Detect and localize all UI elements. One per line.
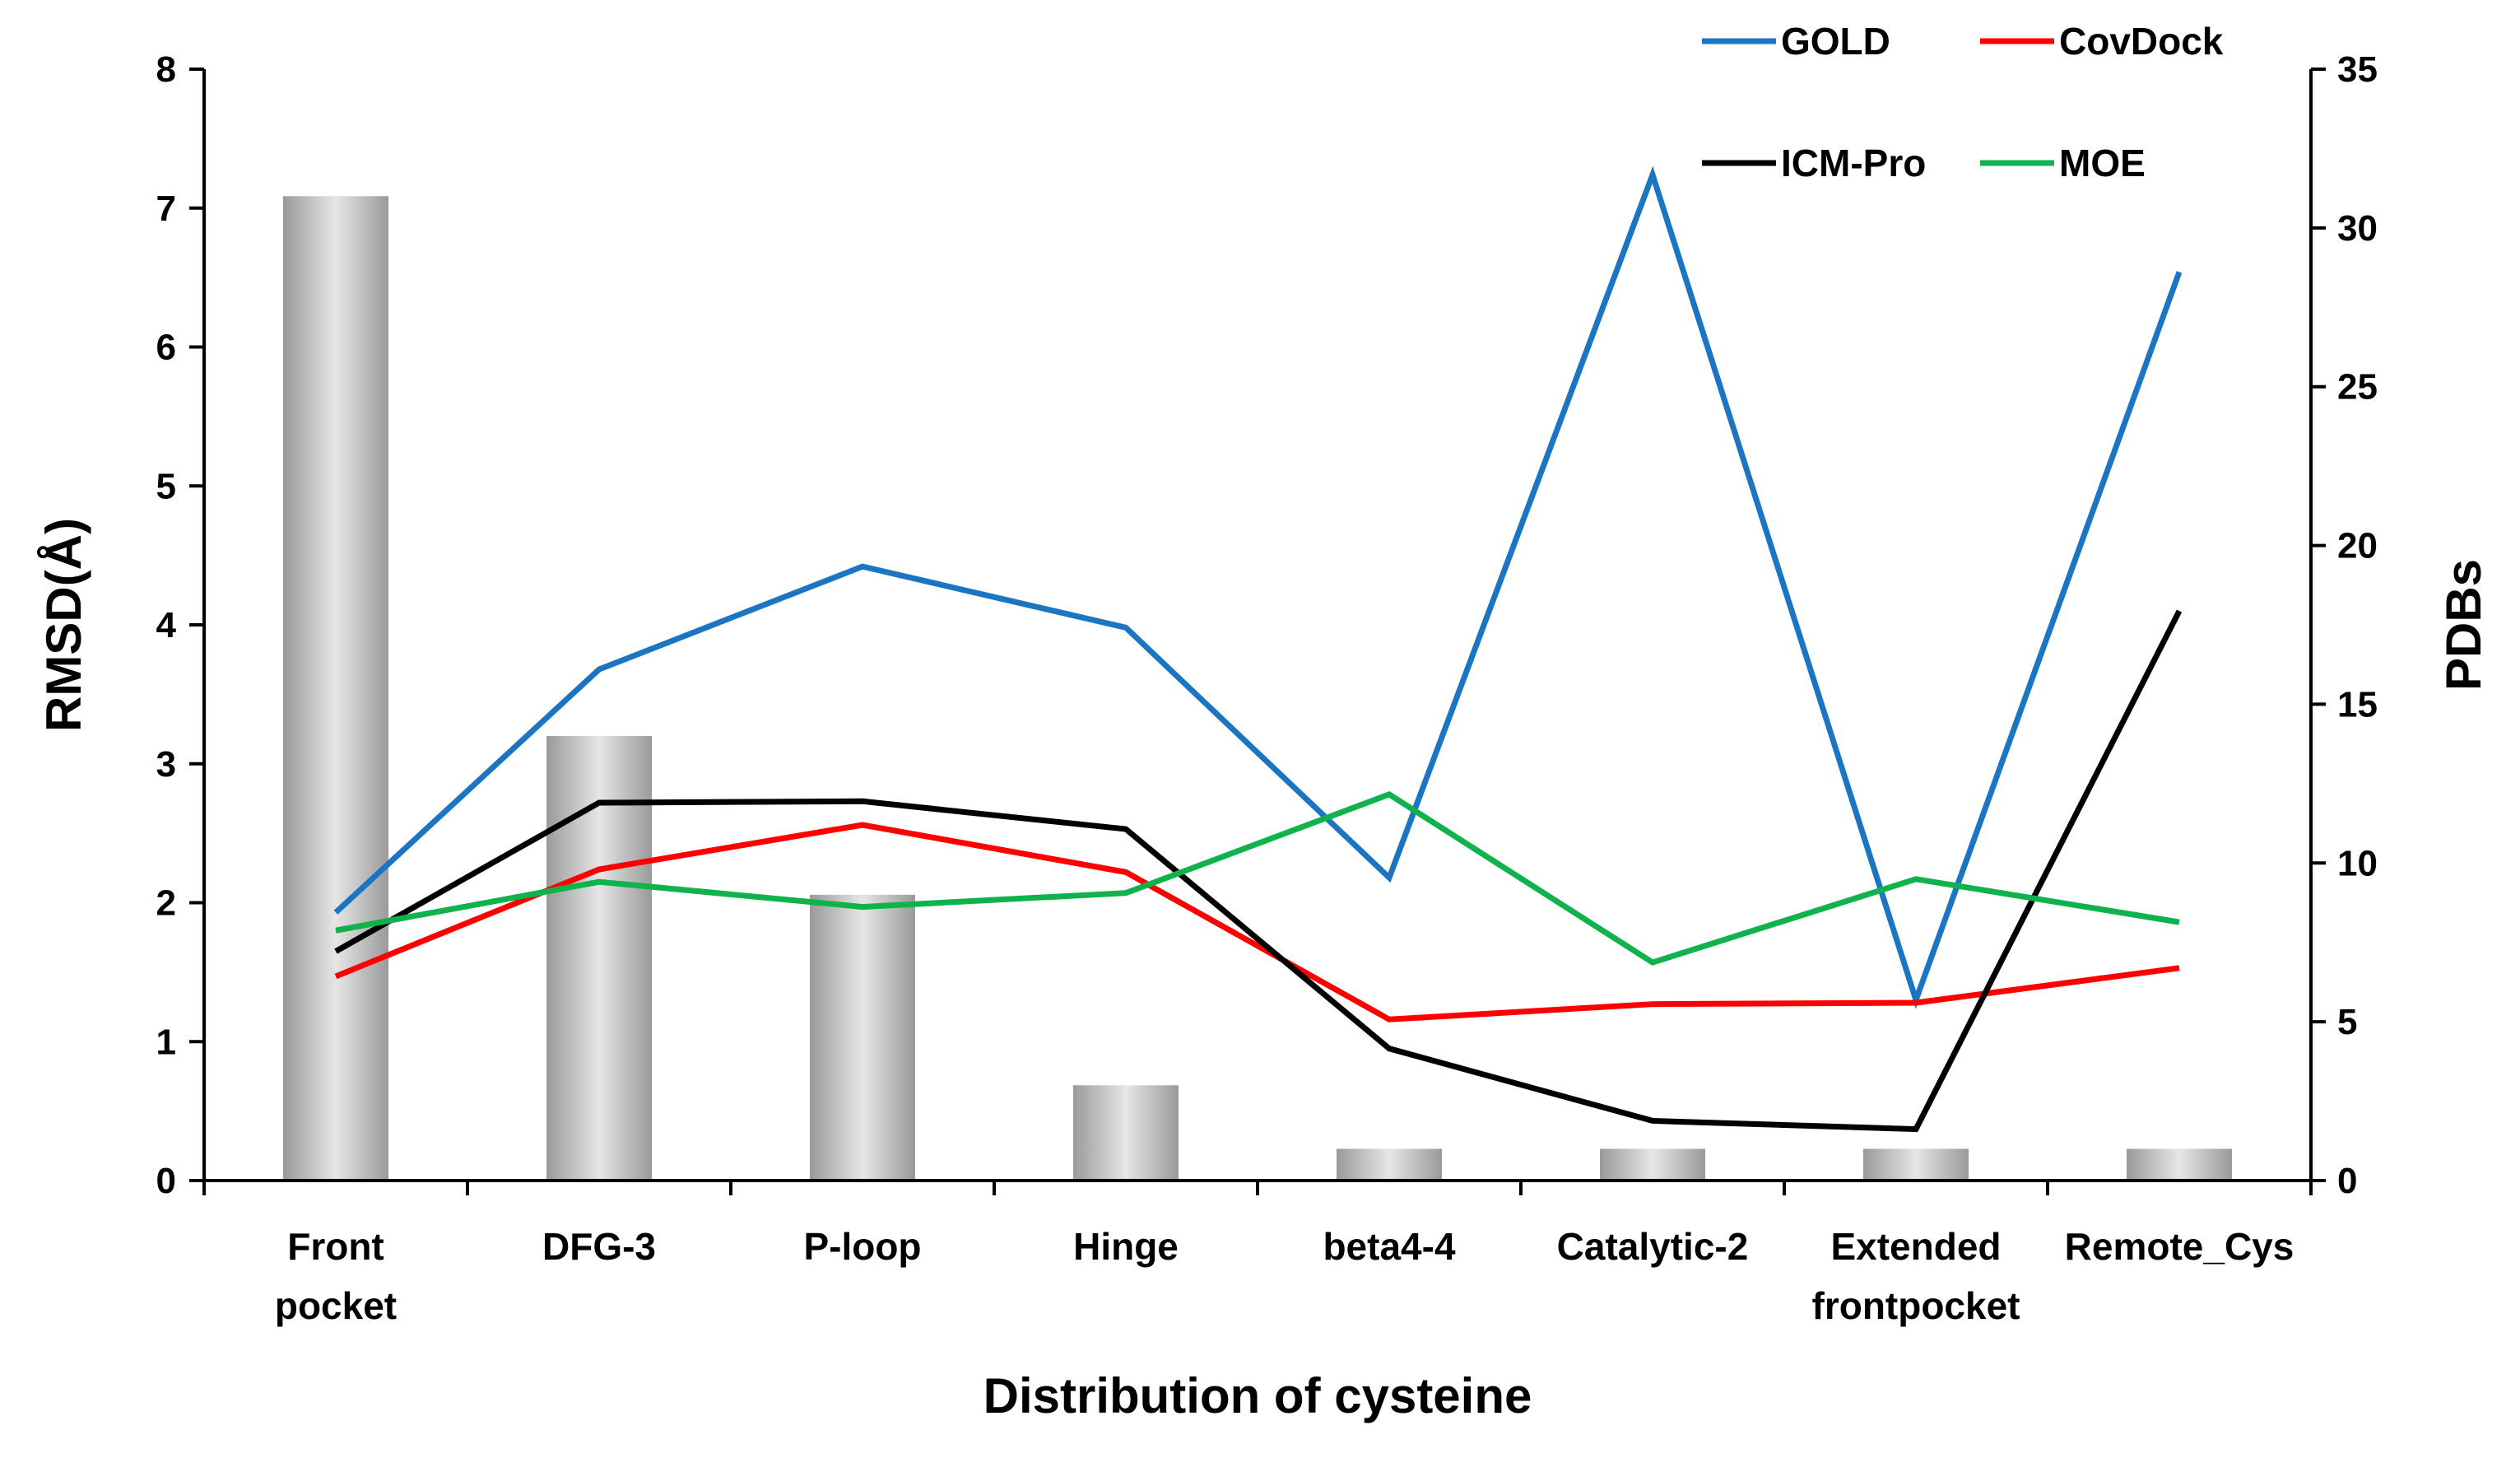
ticks-layer: 0 1 2 3 4 5 6 7 8 0 5 10 15 20 25 30 35 Front pocket DFG-3 P… — [156, 49, 2378, 1327]
category-label-line: Catalytic-2 — [1557, 1225, 1749, 1268]
right-tick-label: 20 — [2337, 526, 2378, 566]
left-tick-label: 2 — [156, 883, 176, 924]
bar-6 — [1863, 1148, 1969, 1181]
category-label-line: Remote_Cys — [2065, 1225, 2295, 1268]
right-tick-label: 15 — [2337, 684, 2378, 724]
legend-label-moe: MOE — [2059, 142, 2146, 184]
category-label: Catalytic-2 — [1557, 1225, 1749, 1268]
bar-0 — [283, 196, 388, 1181]
category-label-line: Hinge — [1073, 1225, 1179, 1268]
category-label: Extended frontpocket — [1812, 1225, 2020, 1327]
category-label-line: Extended — [1830, 1225, 2001, 1268]
left-tick-label: 3 — [156, 744, 176, 785]
right-tick-label: 30 — [2337, 208, 2378, 249]
bar-4 — [1337, 1148, 1442, 1181]
right-tick-label: 35 — [2337, 49, 2378, 90]
category-label: DFG-3 — [542, 1225, 656, 1268]
legend: GOLD CovDock ICM-Pro MOE — [1702, 20, 2224, 184]
legend-label-gold: GOLD — [1781, 20, 1890, 63]
bar-7 — [2127, 1148, 2232, 1181]
left-tick-label: 0 — [156, 1161, 176, 1201]
left-tick-label: 7 — [156, 189, 176, 229]
legend-label-covdock: CovDock — [2059, 20, 2224, 63]
left-tick-label: 4 — [156, 605, 177, 645]
category-label-line: beta4-4 — [1323, 1225, 1455, 1268]
left-tick-label: 1 — [156, 1022, 176, 1062]
category-label: beta4-4 — [1323, 1225, 1455, 1268]
legend-label-icm-pro: ICM-Pro — [1781, 142, 1926, 184]
x-axis-title: Distribution of cysteine — [983, 1368, 1532, 1423]
category-label-line: P-loop — [803, 1225, 921, 1268]
left-tick-label: 6 — [156, 328, 176, 368]
right-tick-label: 0 — [2337, 1161, 2357, 1201]
bars-layer — [283, 196, 2232, 1181]
series-line-moe — [335, 790, 2180, 966]
axes-layer — [202, 69, 2313, 1182]
category-label-line: frontpocket — [1812, 1284, 2020, 1327]
bar-5 — [1600, 1148, 1705, 1181]
bar-3 — [1073, 1085, 1179, 1181]
y-axis-title-right: PDBs — [2436, 559, 2491, 691]
category-label-line: DFG-3 — [542, 1225, 656, 1268]
right-tick-label: 10 — [2337, 843, 2378, 883]
category-label: Remote_Cys — [2065, 1225, 2295, 1268]
left-tick-label: 5 — [156, 466, 176, 506]
category-label: P-loop — [803, 1225, 921, 1268]
category-label: Hinge — [1073, 1225, 1179, 1268]
bar-1 — [546, 736, 652, 1181]
lines-layer — [333, 165, 2183, 1133]
category-label-line: pocket — [275, 1284, 397, 1327]
category-label-line: Front — [287, 1225, 384, 1268]
series-line-icm-pro — [334, 609, 2183, 1133]
series-line-gold — [333, 165, 2183, 1009]
series-line-covdock — [334, 822, 2180, 1022]
right-tick-label: 25 — [2337, 367, 2378, 408]
right-tick-label: 5 — [2337, 1002, 2357, 1042]
bar-2 — [810, 894, 915, 1181]
y-axis-title-left: RMSD(Å) — [36, 518, 91, 732]
category-label: Front pocket — [275, 1225, 397, 1327]
left-tick-label: 8 — [156, 49, 176, 90]
